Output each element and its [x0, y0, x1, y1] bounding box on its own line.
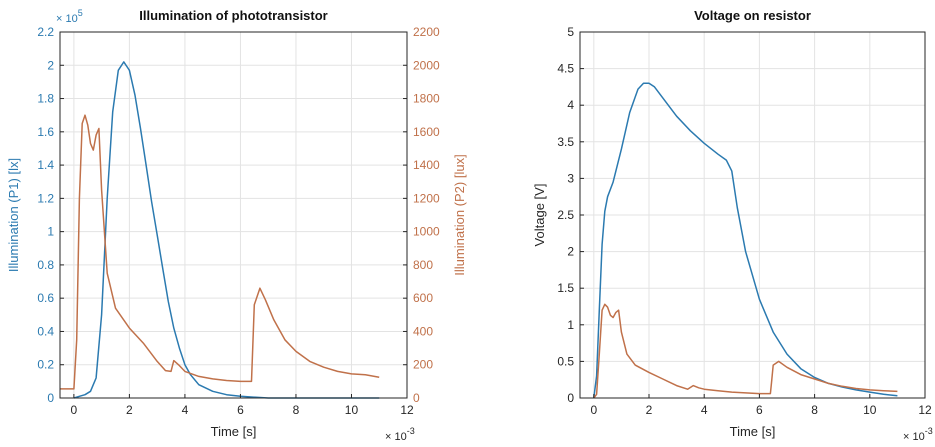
- y-tick-label: 1.6: [37, 125, 54, 139]
- x-tick-label: 10: [863, 403, 877, 417]
- x-tick-label: 4: [182, 403, 189, 417]
- x-axis-multiplier: × 10-3: [385, 426, 415, 443]
- y2-tick-label: 400: [413, 324, 433, 338]
- y-tick-label: 0.4: [37, 324, 54, 338]
- y-tick-label: 1: [567, 318, 574, 332]
- y2-tick-label: 1400: [413, 158, 440, 172]
- chart-2: 0 2 4 6 8 10 12 0 0.5 1 1.5 2 2.5 3 3.5 4 4.5 5 Voltage on…: [532, 8, 933, 443]
- x-tick-label: 6: [756, 403, 763, 417]
- series-line-2: [593, 303, 898, 399]
- y-axis-label: Voltage [V]: [532, 184, 547, 247]
- x-tick-label: 6: [237, 403, 244, 417]
- y2-tick-label: 0: [413, 391, 420, 405]
- x-axis-label: Time [s]: [730, 424, 776, 439]
- x-axis-multiplier: × 10-3: [903, 426, 933, 443]
- series-line-1: [73, 61, 380, 399]
- x-tick-label: 2: [126, 403, 133, 417]
- x-tick-label: 2: [646, 403, 653, 417]
- y2-tick-label: 1200: [413, 191, 440, 205]
- y-tick-label: 5: [567, 25, 574, 39]
- chart-1: 0 2 4 6 8 10 1200.20.40.60.811.21.41.61.822.20…: [6, 8, 467, 443]
- x-axis-multiplier-exponent: -3: [407, 426, 415, 436]
- y-tick-label: 1.8: [37, 92, 54, 106]
- y-tick-label: 2.5: [557, 208, 574, 222]
- x-axis-multiplier-exponent: -3: [925, 426, 933, 436]
- y-tick-label: 1: [47, 225, 54, 239]
- y-tick-label: 0.8: [37, 258, 54, 272]
- x-tick-label: 10: [345, 403, 359, 417]
- y2-tick-label: 2200: [413, 25, 440, 39]
- y-tick-label: 1.2: [37, 191, 54, 205]
- y-tick-label: 0: [47, 391, 54, 405]
- y2-tick-label: 200: [413, 358, 433, 372]
- y2-tick-label: 1000: [413, 225, 440, 239]
- y-tick-label: 4: [567, 98, 574, 112]
- y-tick-label: 1.5: [557, 281, 574, 295]
- y2-tick-label: 1600: [413, 125, 440, 139]
- x-tick-label: 8: [811, 403, 818, 417]
- y-tick-label: 4.5: [557, 62, 574, 76]
- y-tick-label: 2.2: [37, 25, 54, 39]
- chart-title: Illumination of phototransistor: [139, 8, 328, 23]
- y-tick-label: 0.6: [37, 291, 54, 305]
- y-tick-label: 3.5: [557, 135, 574, 149]
- y-tick-label: 0.5: [557, 354, 574, 368]
- y-tick-label: 2: [47, 58, 54, 72]
- x-axis-multiplier-base: × 10: [903, 431, 925, 443]
- x-tick-label: 12: [918, 403, 932, 417]
- y2-axis-label: Illumination (P2) [lux]: [452, 154, 467, 275]
- y-tick-label: 0: [567, 391, 574, 405]
- y-tick-label: 2: [567, 245, 574, 259]
- y-axis-multiplier: × 105: [56, 8, 83, 25]
- y-tick-label: 3: [567, 171, 574, 185]
- y-axis-label: Illumination (P1) [lx]: [6, 158, 21, 272]
- chart-title: Voltage on resistor: [694, 8, 811, 23]
- x-tick-label: 12: [400, 403, 414, 417]
- y2-tick-label: 2000: [413, 58, 440, 72]
- x-axis-label: Time [s]: [211, 424, 257, 439]
- x-tick-label: 0: [71, 403, 78, 417]
- plot-box: [59, 31, 408, 399]
- x-tick-label: 8: [293, 403, 300, 417]
- y-axis-multiplier-exponent: 5: [78, 8, 83, 18]
- y-tick-label: 0.2: [37, 358, 54, 372]
- x-tick-label: 0: [590, 403, 597, 417]
- x-axis-multiplier-base: × 10: [385, 431, 407, 443]
- y-tick-label: 1.4: [37, 158, 54, 172]
- series-line-2: [60, 114, 380, 390]
- x-tick-label: 4: [701, 403, 708, 417]
- y2-tick-label: 600: [413, 291, 433, 305]
- series-line-1: [593, 82, 898, 399]
- y2-tick-label: 1800: [413, 92, 440, 106]
- y2-tick-label: 800: [413, 258, 433, 272]
- y-axis-multiplier-base: × 10: [56, 13, 78, 25]
